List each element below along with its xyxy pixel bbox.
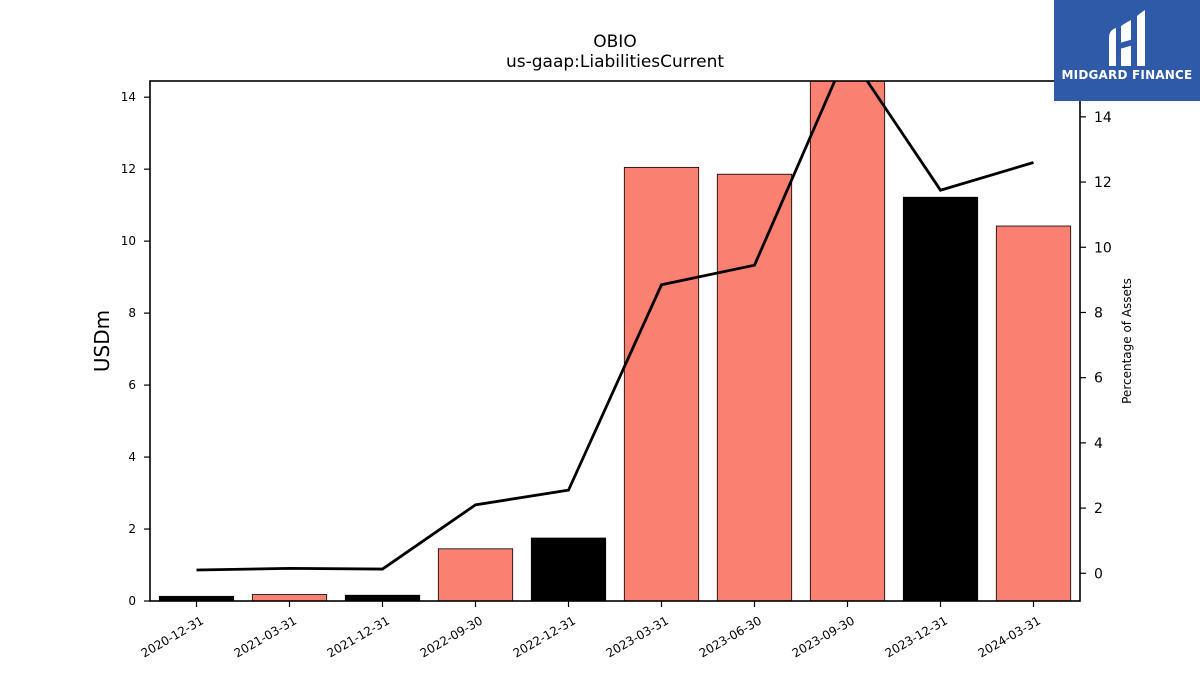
x-tick-label: 2022-09-30 [418, 613, 485, 660]
midgard-logo-icon [1109, 10, 1145, 66]
bar-2022-09-30 [437, 548, 514, 601]
y-tick-label: 10 [121, 234, 136, 248]
x-tick-label: 2023-12-31 [883, 613, 950, 660]
y2-tick-label: 8 [1094, 305, 1103, 321]
x-tick-label: 2023-06-30 [697, 613, 764, 660]
percentage-line [196, 81, 1034, 572]
y2-tick-label: 6 [1094, 371, 1103, 387]
brand-logo: MIDGARD FINANCE [1054, 0, 1200, 101]
x-tick-label: 2023-09-30 [790, 613, 857, 660]
y-tick-label: 0 [128, 594, 136, 608]
y-tick-label: 14 [121, 90, 136, 104]
y-axis-label: USDm [90, 310, 114, 372]
y-tick-label: 4 [128, 450, 136, 464]
x-tick-label: 2022-12-31 [511, 613, 578, 660]
x-tick-label: 2024-03-31 [976, 613, 1043, 660]
bar-2021-03-31 [251, 594, 328, 601]
x-tick-label: 2023-03-31 [604, 613, 671, 660]
x-tick-label: 2020-12-31 [139, 613, 206, 660]
x-tick-label: 2021-03-31 [232, 613, 299, 660]
y2-tick-label: 14 [1094, 110, 1112, 126]
y2-tick-label: 2 [1094, 501, 1103, 517]
bar-2022-12-31 [530, 537, 607, 601]
bar-2023-06-30 [716, 173, 793, 601]
logo-text: MIDGARD FINANCE [1061, 68, 1193, 82]
x-tick-label: 2021-12-31 [325, 613, 392, 660]
y2-tick-label: 12 [1094, 175, 1112, 191]
chart-subtitle: us-gaap:LiabilitiesCurrent [505, 52, 725, 72]
y-tick-label: 2 [128, 522, 136, 536]
y-tick-label: 6 [128, 378, 136, 392]
bar-2023-09-30 [809, 81, 886, 601]
plot-frame [149, 80, 1081, 602]
bar-2023-12-31 [902, 196, 979, 601]
y2-axis-label: Percentage of Assets [1120, 278, 1134, 404]
bar-2024-03-31 [995, 225, 1072, 601]
y-tick-label: 8 [128, 306, 136, 320]
y2-tick-label: 10 [1094, 240, 1112, 256]
bar-2021-12-31 [344, 594, 421, 601]
y2-tick-label: 4 [1094, 436, 1103, 452]
plot-area [158, 81, 1072, 601]
y2-tick-label: 0 [1094, 566, 1103, 582]
bar-2023-03-31 [623, 166, 700, 601]
y-tick-label: 12 [121, 162, 136, 176]
chart-title: OBIO [593, 32, 637, 52]
